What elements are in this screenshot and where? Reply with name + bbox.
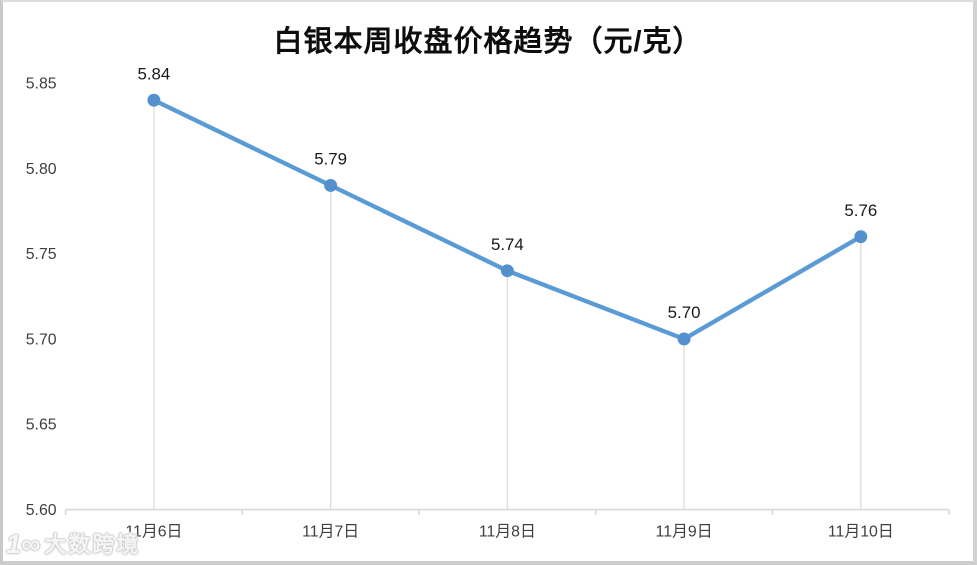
data-label: 5.84 (137, 64, 170, 83)
data-point-marker (854, 230, 868, 244)
data-label: 5.70 (668, 303, 701, 322)
y-axis-tick-label: 5.70 (26, 331, 57, 348)
x-axis-category-label: 11月10日 (828, 523, 894, 540)
watermark: 1∞ 大数跨境 (6, 531, 140, 558)
x-axis-category-label: 11月9日 (656, 523, 713, 540)
y-axis-tick-label: 5.75 (26, 246, 57, 263)
data-label: 5.76 (844, 201, 877, 220)
data-point-marker (324, 179, 338, 192)
x-axis-category-label: 11月7日 (302, 523, 359, 540)
line-chart: 5.84 5.79 5.74 5.70 5.76 5.85 5.80 5.75 5.70 5.65… (26, 64, 950, 540)
data-point-marker (147, 93, 161, 107)
chart-title: 白银本周收盘价格趋势（元/克） (273, 26, 703, 58)
data-point-marker (500, 264, 514, 278)
data-label: 5.74 (491, 235, 524, 254)
x-axis-category-label: 11月8日 (479, 523, 536, 540)
watermark-logo-icon: 1∞ (6, 529, 41, 559)
x-axis-category-label: 11月6日 (125, 523, 182, 540)
y-axis-tick-label: 5.80 (26, 161, 57, 178)
watermark-text: 大数跨境 (44, 531, 141, 557)
data-point-marker (677, 332, 691, 346)
y-axis-tick-label: 5.85 (26, 76, 57, 93)
y-axis-tick-label: 5.60 (26, 502, 57, 519)
y-axis-tick-label: 5.65 (26, 417, 57, 434)
data-label: 5.79 (314, 150, 347, 169)
